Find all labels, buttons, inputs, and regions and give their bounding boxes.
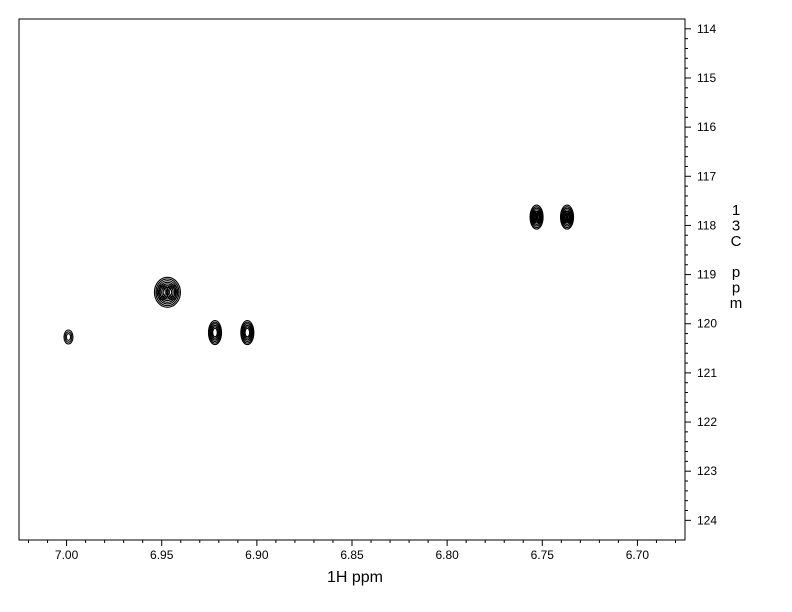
x-tick-label: 6.90 (245, 548, 269, 562)
contour-ring (563, 210, 571, 224)
contour-lobe-ring (566, 210, 573, 224)
contour-lobe-ring (169, 287, 176, 298)
contour-ring (159, 283, 176, 302)
contour-lobe-ring (159, 287, 166, 298)
contour-peak (529, 204, 544, 230)
contour-ring (212, 327, 218, 338)
contour-ring (240, 320, 255, 346)
y-axis-label-char: p (732, 264, 740, 281)
contour-ring (559, 204, 575, 230)
y-axis-label-char: 1 (732, 202, 740, 219)
contour-lobe-ring (535, 210, 543, 224)
y-axis-label-char: p (732, 280, 740, 297)
y-tick-label: 119 (697, 268, 716, 282)
x-tick-label: 6.75 (531, 548, 555, 562)
contour-ring (209, 323, 221, 343)
contour-ring (153, 276, 181, 308)
y-tick-label: 124 (697, 513, 717, 527)
x-axis-label: 1H ppm (327, 569, 383, 586)
contour-lobe-ring (566, 211, 573, 223)
contour-lobe-ring (536, 211, 542, 223)
y-tick-label: 117 (697, 169, 716, 183)
contour-peak (559, 204, 575, 230)
contour-lobe-ring (166, 284, 179, 301)
x-tick-label: 6.80 (435, 548, 459, 562)
contour-ring (155, 278, 180, 307)
contour-peak (207, 320, 223, 346)
contour-ring (63, 329, 74, 345)
y-axis-ticks: 114 115 116 117 118 119 120 121 122 123 124 (685, 22, 717, 527)
x-tick-label: 6.70 (626, 548, 650, 562)
x-tick-label: 7.00 (55, 548, 79, 562)
y-tick-label: 116 (697, 120, 716, 134)
contour-ring (208, 321, 222, 344)
x-axis-ticks: 7.00 6.95 6.90 6.85 6.80 6.75 6.70 (28, 540, 676, 562)
y-tick-label: 118 (697, 218, 716, 232)
contour-ring (210, 324, 220, 341)
contour-ring (162, 286, 173, 298)
x-tick-label: 6.85 (340, 548, 364, 562)
contour-ring (243, 326, 252, 339)
y-axis-label-char: C (731, 233, 742, 250)
contour-ring (64, 331, 73, 343)
contour-ring (244, 327, 251, 338)
contour-peaks (63, 204, 575, 346)
y-tick-label: 123 (697, 464, 717, 478)
contour-lobe-ring (537, 212, 541, 222)
contour-peak (63, 329, 74, 345)
contour-ring (241, 321, 254, 344)
y-tick-label: 114 (697, 22, 716, 36)
contour-ring (529, 204, 544, 230)
contour-ring (161, 285, 174, 300)
y-axis-label-char: 3 (732, 218, 740, 235)
contour-ring (65, 333, 72, 341)
contour-ring (207, 320, 223, 346)
contour-ring (241, 323, 253, 343)
contour-ring (211, 326, 219, 339)
y-tick-label: 122 (697, 415, 717, 429)
contour-peak (240, 320, 255, 346)
contour-lobe-ring (167, 285, 178, 299)
contour-ring (242, 324, 252, 341)
x-tick-label: 6.95 (150, 548, 174, 562)
contour-lobe-ring (532, 212, 537, 222)
contour-lobe-ring (562, 212, 567, 222)
y-tick-label: 115 (697, 71, 716, 85)
y-tick-label: 120 (697, 317, 717, 331)
y-axis-label-char: m (730, 295, 743, 312)
contour-lobe-ring (567, 212, 572, 222)
contour-ring (532, 210, 541, 224)
y-tick-label: 121 (697, 366, 717, 380)
contour-peak (153, 276, 181, 308)
